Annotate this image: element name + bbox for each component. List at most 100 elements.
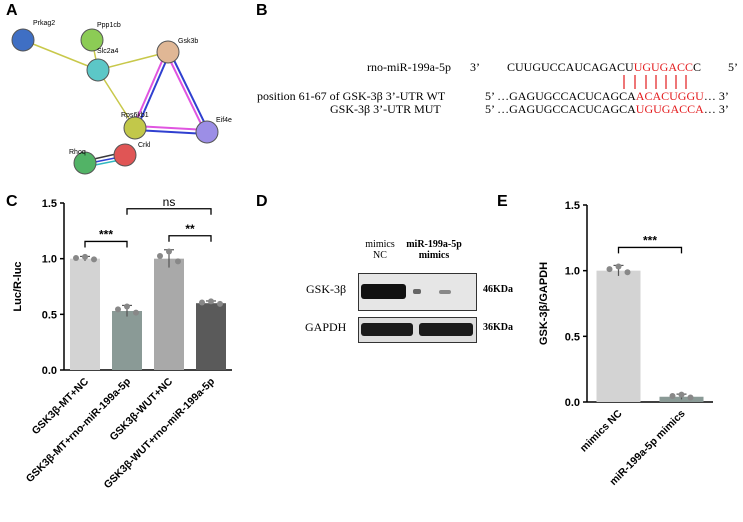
node-slc2a4: [86, 58, 110, 82]
mirna-seed: UGUGACC: [633, 60, 694, 74]
data-point: [124, 303, 130, 310]
wt-seq-black: 5’ …GAGUGCCACUCAGCA: [485, 89, 636, 103]
significance-label: ***: [643, 233, 657, 247]
data-point: [615, 263, 622, 270]
node-label-rps6kb1: Rps6kb1: [121, 112, 149, 119]
data-point: [687, 394, 694, 401]
mut-seq-black: 5’ …GAGUGCCACUCAGCA: [485, 102, 636, 116]
node-label-rhoq: Rhoq: [69, 149, 86, 156]
blot-col1-line1: mimics: [365, 239, 395, 250]
y-axis-label: Luc/R-luc: [12, 261, 24, 311]
mirna-5prime: 5’: [728, 60, 738, 74]
significance-label: **: [185, 222, 195, 236]
data-point: [678, 391, 685, 398]
y-tick-label: 1.0: [42, 254, 57, 266]
node-gsk3b: [156, 40, 180, 64]
node-rhoq: [73, 151, 97, 175]
wt-seed-site: ACACUGGU: [635, 89, 704, 103]
mirna-3prime: 3’: [470, 60, 480, 74]
band-gsk3b-mimics: [413, 289, 421, 294]
x-tick-label: mimics NC: [578, 407, 625, 454]
network-edges: [22, 39, 210, 168]
mut-sequence: 5’ …GAGUGCCACUCAGCAUGUGACCA… 3’: [485, 102, 729, 117]
node-label-eif4e: Eif4e: [216, 117, 232, 124]
node-label-slc2a4: Slc2a4: [97, 48, 119, 55]
data-point: [208, 298, 214, 305]
blot-col2-line2: mimics: [418, 250, 450, 261]
panel-label-b: B: [256, 2, 268, 19]
edge-rhoq-crkl-a: [84, 151, 126, 162]
significance-bracket: [84, 240, 128, 248]
band-gapdh-nc: [361, 323, 413, 336]
significance-bracket: [126, 208, 212, 215]
edge-ppp1cb-slc2a4: [91, 39, 99, 71]
node-rps6kb1: [123, 116, 147, 140]
network-nodes: [11, 28, 219, 175]
y-tick-label: 0.5: [565, 331, 580, 343]
edge-gsk3b-rps6kb1-a: [132, 51, 167, 129]
x-tick-label: GSK3β-MT+NC: [30, 375, 92, 437]
mut-seed-site: UGUGACCA: [635, 102, 704, 116]
wt-label: position 61-67 of GSK-3β 3’-UTR WT: [257, 89, 446, 103]
x-tick-label: GSK3β-WUT+NC: [107, 375, 175, 443]
x-tick-label: GSK3β-MT+rno-miR-199a-5p: [24, 376, 133, 485]
data-point: [157, 252, 163, 259]
data-point: [606, 266, 613, 273]
blot-gapdh-frame: [358, 317, 477, 343]
band-gsk3b-mimics-faint: [439, 290, 451, 294]
data-point: [166, 248, 172, 255]
edge-prkag2-slc2a4: [22, 39, 99, 71]
node-label-prkag2: Prkag2: [33, 20, 55, 27]
y-tick-label: 0.5: [42, 309, 57, 321]
data-point: [91, 256, 97, 263]
significance-label: ns: [163, 195, 176, 209]
edge-slc2a4-rps6kb1: [97, 69, 136, 129]
blot-col2-line1: miR-199a-5p: [406, 239, 462, 250]
blot-label-gapdh: GAPDH: [305, 320, 347, 334]
y-tick-label: 1.5: [565, 200, 580, 212]
blot-size-gapdh: 36KDa: [483, 322, 513, 333]
data-point: [73, 254, 79, 261]
bar: [596, 270, 641, 402]
data-point: [199, 299, 205, 306]
network-labels: Prkag2 Ppp1cb Slc2a4 Gsk3b Rps6kb1 Eif4e…: [33, 20, 232, 156]
blot-col1-line2: NC: [373, 250, 387, 261]
node-eif4e: [195, 120, 219, 144]
panel-label-c: C: [6, 193, 18, 210]
significance-bracket: [617, 246, 683, 254]
node-label-crkl: Crkl: [138, 142, 151, 149]
mirna-seq-tail: C: [693, 60, 702, 74]
bar: [659, 396, 704, 402]
data-point: [624, 269, 631, 276]
mirna-label: rno-miR-199a-5p: [367, 60, 451, 74]
mut-label: GSK-3β 3’-UTR MUT: [330, 102, 441, 116]
edge-rhoq-crkl-c: [84, 158, 126, 168]
wt-sequence: 5’ …GAGUGCCACUCAGCAACACUGGU… 3’: [485, 89, 729, 104]
edge-rps6kb1-eif4e-a: [134, 125, 208, 131]
bar: [70, 258, 100, 370]
band-gsk3b-nc: [361, 284, 406, 299]
bar: [154, 258, 184, 370]
data-point: [175, 258, 181, 265]
edge-slc2a4-gsk3b: [97, 51, 169, 71]
y-tick-label: 0.0: [42, 365, 57, 377]
blot-label-gsk3b: GSK-3β: [306, 282, 347, 296]
data-point: [115, 306, 121, 313]
y-tick-label: 0.0: [565, 397, 580, 409]
y-tick-label: 1.5: [42, 198, 57, 210]
band-gapdh-mimics: [419, 323, 473, 336]
data-point: [133, 309, 139, 316]
bar: [112, 310, 142, 370]
node-prkag2: [11, 28, 35, 52]
blot-gsk3b-frame: [358, 273, 477, 311]
wt-seq-end: … 3’: [703, 89, 729, 103]
edge-rhoq-crkl-b: [84, 155, 126, 165]
significance-label: ***: [99, 227, 113, 241]
x-tick-label: GSK3β-WUT+rno-miR-199a-5p: [102, 376, 218, 492]
edge-gsk3b-eif4e-a: [165, 51, 206, 133]
blot-size-gsk3b: 46KDa: [483, 284, 513, 295]
